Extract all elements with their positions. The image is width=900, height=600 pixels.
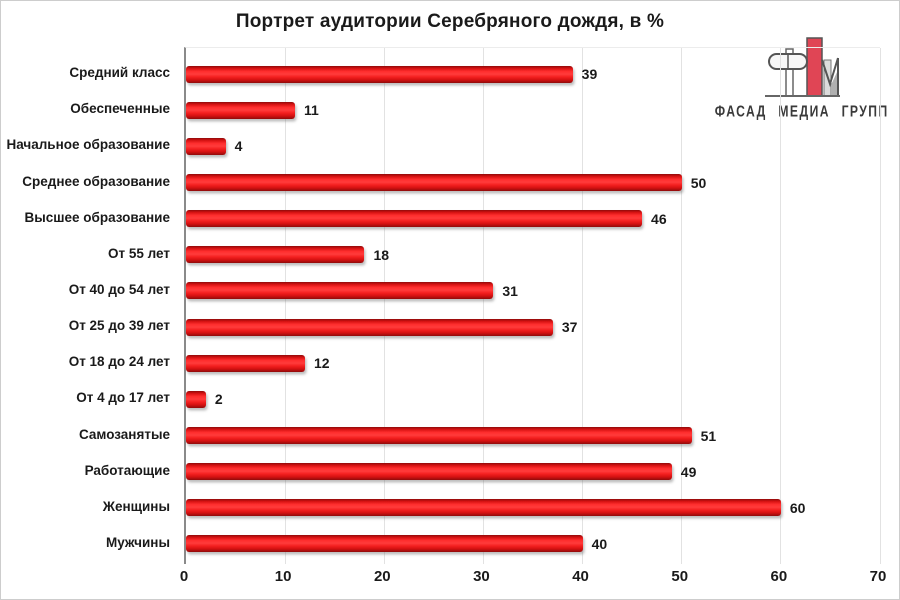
- category-label: Работающие: [84, 462, 170, 478]
- category-label: От 40 до 54 лет: [68, 281, 170, 297]
- bar: [186, 354, 305, 372]
- gridline: [681, 48, 683, 564]
- bar-value-label: 18: [373, 246, 390, 263]
- bar: [186, 246, 365, 264]
- bar: [186, 101, 296, 119]
- category-label: Самозанятые: [78, 426, 170, 442]
- category-label: От 4 до 17 лет: [76, 390, 170, 406]
- fasad-media-logo-icon: [765, 37, 840, 97]
- x-tick-label: 40: [572, 568, 589, 585]
- bar-value-label: 31: [502, 282, 518, 299]
- company-logo-text: ФАСАД МЕДИА ГРУПП: [715, 103, 889, 121]
- chart-title: Портрет аудитории Серебряного дождя, в %: [235, 11, 665, 32]
- plot-area: 39 11 4 50 46 18 31 37 12 2 51 49 60 40: [184, 47, 881, 564]
- bar-value-label: 49: [680, 463, 697, 480]
- company-logo: ФАСАД МЕДИА ГРУПП: [707, 33, 897, 127]
- category-label: Женщины: [102, 498, 170, 514]
- bar-value-label: 39: [581, 66, 598, 83]
- bar-value-label: 12: [313, 355, 330, 372]
- bar: [186, 210, 643, 228]
- x-tick-label: 30: [473, 568, 490, 585]
- category-label: От 25 до 39 лет: [68, 318, 170, 334]
- bar: [186, 318, 553, 336]
- bar-value-label: 60: [789, 499, 806, 516]
- x-axis: 0 10 20 30 40 50 60 70: [180, 568, 887, 590]
- bar: [186, 174, 682, 191]
- category-label: Начальное образование: [6, 137, 170, 153]
- x-tick-label: 70: [869, 568, 887, 585]
- bar-value-label: 46: [651, 210, 667, 227]
- x-tick-label: 0: [179, 568, 189, 585]
- bar-value-label: 51: [700, 427, 717, 444]
- x-tick-label: 60: [770, 568, 788, 585]
- bar: [186, 282, 494, 300]
- bar: [186, 499, 781, 517]
- x-tick-label: 20: [373, 568, 391, 585]
- category-label: Среднее образование: [22, 173, 170, 189]
- gridline: [482, 48, 484, 564]
- gridline: [284, 48, 286, 564]
- category-axis: Средний класс Обеспеченные Начальное образ…: [1, 47, 177, 563]
- category-label: Обеспеченные: [70, 101, 170, 117]
- bar-value-label: 2: [214, 391, 223, 408]
- bar-value-label: 37: [561, 319, 578, 336]
- gridline: [780, 48, 782, 564]
- category-label: Высшее образование: [24, 209, 170, 225]
- bar-value-label: 4: [234, 138, 243, 155]
- bar: [186, 390, 206, 408]
- bar: [186, 65, 573, 83]
- bar: [186, 535, 583, 553]
- gridline: [582, 48, 584, 564]
- category-label: От 18 до 24 лет: [68, 354, 170, 370]
- x-tick-label: 50: [671, 568, 689, 585]
- category-label: Мужчины: [106, 534, 170, 550]
- bar-value-label: 40: [591, 535, 608, 552]
- gridline: [383, 48, 385, 564]
- bar: [186, 427, 692, 444]
- gridline: [879, 48, 881, 564]
- category-label: От 55 лет: [108, 245, 170, 261]
- bar: [186, 463, 672, 481]
- bar-value-label: 50: [690, 174, 707, 191]
- category-label: Средний класс: [69, 65, 170, 81]
- x-tick-label: 10: [274, 568, 292, 585]
- bar-value-label: 11: [304, 102, 319, 119]
- bar: [186, 137, 226, 155]
